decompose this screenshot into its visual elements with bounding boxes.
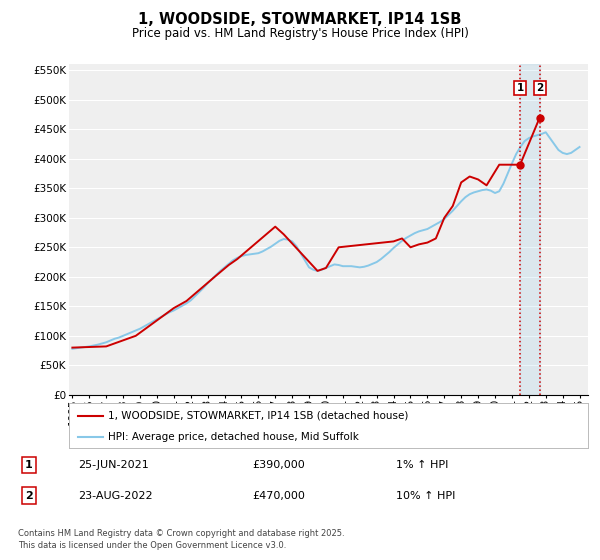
Text: 2: 2 bbox=[25, 491, 32, 501]
Text: £470,000: £470,000 bbox=[252, 491, 305, 501]
Text: HPI: Average price, detached house, Mid Suffolk: HPI: Average price, detached house, Mid … bbox=[108, 432, 359, 442]
Bar bbox=[520, 64, 540, 395]
Text: 25-JUN-2021: 25-JUN-2021 bbox=[78, 460, 149, 470]
Text: Contains HM Land Registry data © Crown copyright and database right 2025.
This d: Contains HM Land Registry data © Crown c… bbox=[18, 529, 344, 550]
Text: 1, WOODSIDE, STOWMARKET, IP14 1SB (detached house): 1, WOODSIDE, STOWMARKET, IP14 1SB (detac… bbox=[108, 410, 409, 421]
Text: 1: 1 bbox=[25, 460, 32, 470]
Text: 23-AUG-2022: 23-AUG-2022 bbox=[78, 491, 152, 501]
Text: 2: 2 bbox=[536, 83, 544, 93]
Text: 1: 1 bbox=[517, 83, 524, 93]
Text: 10% ↑ HPI: 10% ↑ HPI bbox=[396, 491, 455, 501]
Text: Price paid vs. HM Land Registry's House Price Index (HPI): Price paid vs. HM Land Registry's House … bbox=[131, 27, 469, 40]
Text: £390,000: £390,000 bbox=[252, 460, 305, 470]
Text: 1% ↑ HPI: 1% ↑ HPI bbox=[396, 460, 448, 470]
Text: 1, WOODSIDE, STOWMARKET, IP14 1SB: 1, WOODSIDE, STOWMARKET, IP14 1SB bbox=[139, 12, 461, 27]
